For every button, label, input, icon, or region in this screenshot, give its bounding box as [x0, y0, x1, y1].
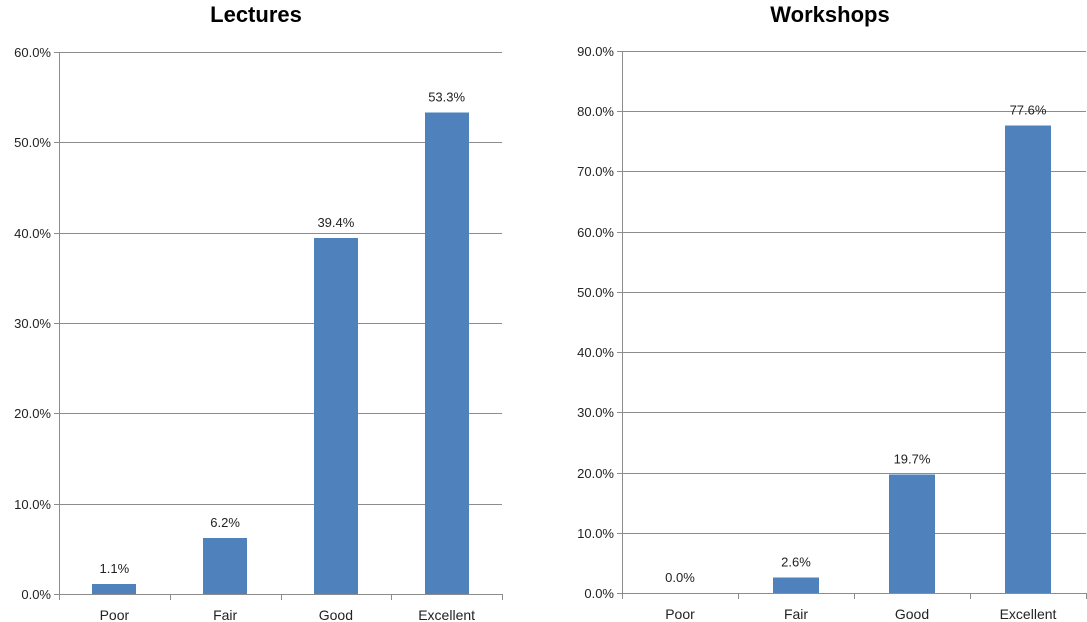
workshops-bar-good: [889, 474, 935, 593]
workshops-y-tick-label: 0.0%: [584, 586, 614, 601]
lectures-chart: Lectures 0.0% 10.0% 20.0% 30.0% 40.0% 50.0% 60.…: [14, 2, 503, 622]
lectures-y-tick-label: 50.0%: [14, 135, 51, 150]
workshops-data-label-fair: 2.6%: [781, 554, 811, 569]
lectures-data-label-fair: 6.2%: [210, 515, 240, 530]
workshops-y-tick-label: 80.0%: [577, 104, 614, 119]
lectures-y-tick-label: 0.0%: [21, 587, 51, 602]
workshops-y-tick-label: 10.0%: [577, 526, 614, 541]
workshops-category-label-fair: Fair: [784, 606, 808, 622]
lectures-bar-fair: [203, 537, 247, 594]
lectures-y-tick-label: 30.0%: [14, 316, 51, 331]
workshops-y-tick-label: 70.0%: [577, 164, 614, 179]
lectures-y-tick-label: 10.0%: [14, 497, 51, 512]
lectures-y-tick-label: 40.0%: [14, 226, 51, 241]
lectures-bar-poor: [92, 584, 136, 594]
lectures-bar-good: [314, 238, 358, 594]
lectures-y-tick-label: 20.0%: [14, 406, 51, 421]
workshops-chart: Workshops 0.0% 10.0% 20.0% 30.0% 40.0% 50.0% 60…: [577, 2, 1087, 622]
lectures-category-label-excellent: Excellent: [418, 607, 475, 622]
workshops-y-tick-label: 50.0%: [577, 285, 614, 300]
workshops-data-label-excellent: 77.6%: [1010, 103, 1047, 118]
workshops-category-label-good: Good: [895, 606, 929, 622]
workshops-chart-title: Workshops: [770, 2, 889, 27]
workshops-category-label-excellent: Excellent: [1000, 606, 1057, 622]
lectures-data-label-poor: 1.1%: [100, 561, 130, 576]
workshops-y-tick-label: 30.0%: [577, 405, 614, 420]
workshops-y-tick-label: 20.0%: [577, 466, 614, 481]
workshops-bar-fair: [773, 577, 819, 593]
lectures-category-label-fair: Fair: [213, 607, 237, 622]
workshops-category-label-poor: Poor: [665, 606, 695, 622]
lectures-category-label-poor: Poor: [100, 607, 130, 622]
workshops-y-tick-label: 90.0%: [577, 44, 614, 59]
lectures-data-label-excellent: 53.3%: [428, 90, 465, 105]
lectures-category-label-good: Good: [319, 607, 353, 622]
workshops-y-tick-label: 40.0%: [577, 345, 614, 360]
workshops-data-label-poor: 0.0%: [665, 570, 695, 585]
lectures-data-label-good: 39.4%: [317, 215, 354, 230]
workshops-y-tick-label: 60.0%: [577, 225, 614, 240]
lectures-chart-title: Lectures: [210, 2, 302, 27]
lectures-y-tick-label: 60.0%: [14, 45, 51, 60]
workshops-data-label-good: 19.7%: [894, 451, 931, 466]
workshops-bar-excellent: [1005, 125, 1051, 594]
lectures-bar-excellent: [425, 112, 469, 595]
